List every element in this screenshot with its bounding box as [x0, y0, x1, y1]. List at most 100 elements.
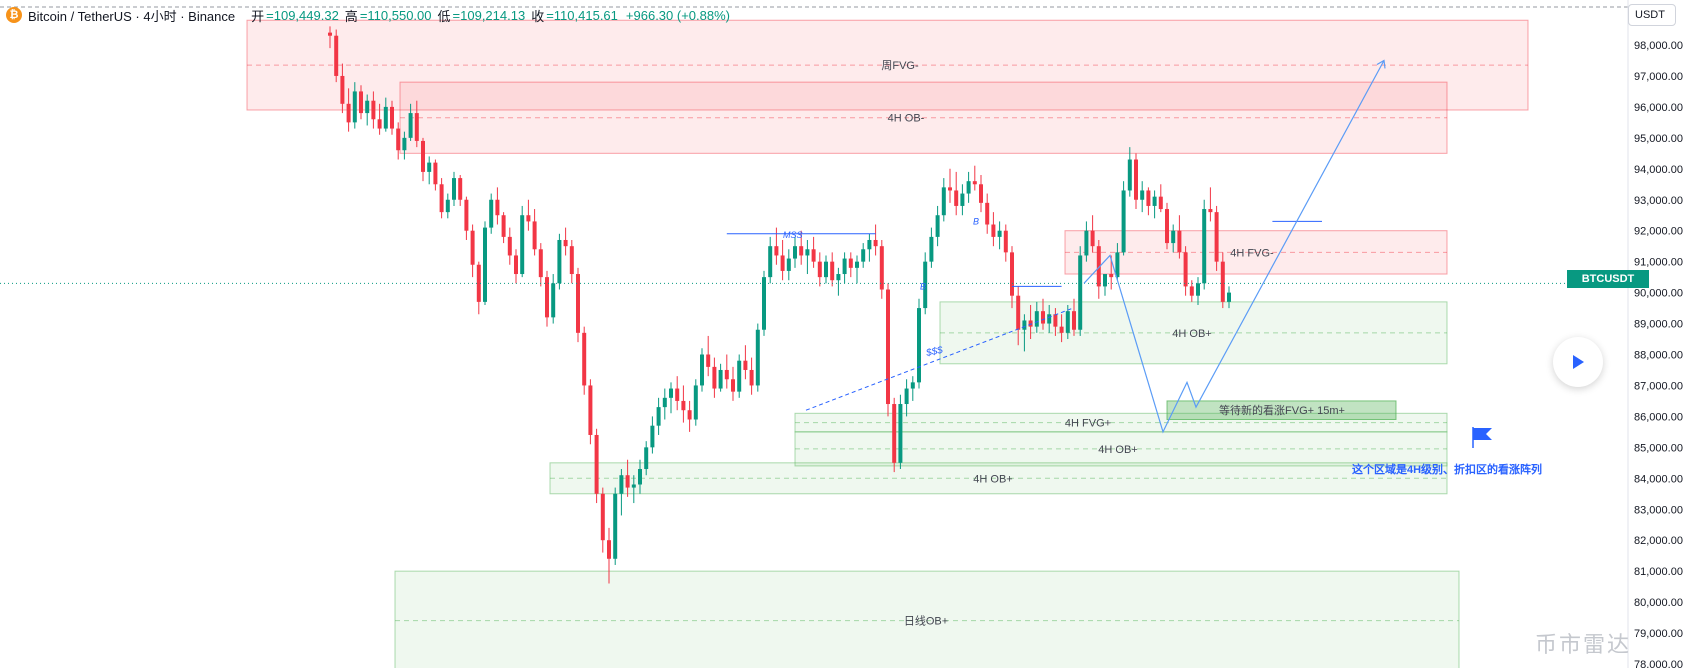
candle-body [526, 215, 531, 222]
candle-body [1165, 209, 1169, 244]
price-tick-label: 95,000.00 [1634, 133, 1683, 145]
candle-body [346, 103, 351, 123]
candle-body [619, 475, 624, 494]
price-tick-label: 79,000.00 [1634, 628, 1683, 640]
candle-body [1227, 292, 1231, 302]
candle-body [786, 258, 791, 271]
open-label: 开 [251, 8, 265, 24]
bitcoin-logo-icon: ₿ [6, 7, 22, 23]
candle-body [762, 277, 766, 330]
candle-body [625, 475, 630, 488]
zone-label: 4H OB+ [1172, 328, 1211, 340]
candle-body [569, 246, 574, 275]
candle-body [402, 137, 407, 151]
zone-rect [399, 81, 1448, 154]
candle-body [892, 404, 897, 463]
zone-label: 4H FVG- [1230, 247, 1274, 259]
candle-body [1059, 326, 1064, 333]
watermark-text: 币市雷达 [1535, 632, 1632, 657]
candle-body [972, 181, 977, 185]
candle-body [811, 249, 816, 262]
candle-body [1003, 230, 1008, 253]
zone-label: 周FVG- [881, 59, 919, 72]
candle-body [1115, 252, 1120, 278]
candle-body [935, 215, 940, 237]
candle-body [1177, 230, 1182, 253]
candle-body [731, 379, 735, 392]
candle-body [737, 360, 742, 392]
candle-body [693, 385, 698, 420]
projection-path [1083, 60, 1385, 434]
zone-label: 4H OB- [888, 113, 925, 125]
price-tick-label: 92,000.00 [1634, 226, 1683, 238]
liquidity-trendline [805, 307, 1074, 411]
candle-body [371, 100, 376, 120]
candle-body [805, 249, 810, 256]
candle-body [768, 246, 773, 278]
candle-body [1196, 283, 1200, 296]
candle-body [1041, 311, 1045, 324]
zone-rect [1166, 400, 1397, 420]
candle-body [607, 540, 611, 559]
currency-button[interactable]: USDT [1628, 4, 1676, 26]
high-value: =110,550.00 [359, 7, 432, 23]
candle-body [997, 230, 1002, 237]
candle-body [495, 199, 500, 216]
candle-body [328, 32, 332, 36]
candle-body [433, 162, 438, 185]
price-tick-label: 78,000.00 [1634, 659, 1683, 668]
candle-body [576, 274, 580, 333]
candle-body [458, 178, 463, 200]
sss-label: $$$ [924, 345, 944, 360]
candle-body [538, 249, 543, 278]
price-tick-label: 86,000.00 [1634, 411, 1683, 423]
candle-body [836, 274, 841, 281]
symbol-title[interactable]: Bitcoin / TetherUS · 4小时 · Binance [28, 8, 236, 24]
play-button[interactable] [1553, 337, 1603, 387]
candle-body [514, 255, 518, 275]
candle-body [1183, 252, 1188, 287]
flag-icon [1473, 428, 1492, 440]
zone-rect [794, 412, 1448, 433]
candle-body [793, 246, 797, 259]
candle-body [427, 162, 432, 172]
candle-body [613, 493, 618, 559]
discount-note: 这个区域是4H级别、折扣区的看涨阵列 [1352, 462, 1542, 476]
candle-body [755, 329, 760, 386]
zone-rect [1064, 230, 1448, 275]
price-tick-label: 83,000.00 [1634, 504, 1683, 516]
price-tick-label: 97,000.00 [1634, 71, 1683, 83]
candle-body [483, 227, 487, 302]
candle-body [588, 385, 593, 435]
candle-body [631, 484, 636, 488]
price-tick-label: 87,000.00 [1634, 380, 1683, 392]
candle-body [1158, 196, 1163, 210]
candle-body [662, 397, 667, 408]
candle-body [408, 113, 413, 138]
zone-label: 4H OB+ [1098, 444, 1137, 456]
price-tick-label: 85,000.00 [1634, 442, 1683, 454]
candle-body [780, 255, 785, 271]
candle-body [1109, 274, 1114, 278]
candle-body [966, 181, 971, 194]
candle-body [1202, 209, 1207, 284]
candle-body [1121, 190, 1126, 253]
candle-body [656, 407, 661, 426]
projection-arrowhead [1376, 59, 1386, 69]
candle-body [439, 184, 444, 213]
candle-body [1034, 311, 1039, 327]
change-value: +966.30 (+0.88%) [625, 7, 730, 23]
high-label: 高 [344, 8, 358, 24]
bos-label: B [920, 281, 926, 291]
zone-rect [394, 570, 1460, 668]
candle-body [1189, 286, 1194, 296]
candle-body [396, 128, 401, 151]
candle-body [960, 193, 965, 206]
candle-body [1090, 230, 1095, 247]
candle-body [985, 202, 990, 225]
candle-body [638, 469, 642, 485]
low-value: =109,214.13 [452, 7, 526, 23]
candle-body [600, 493, 605, 541]
candle-body [861, 249, 866, 262]
